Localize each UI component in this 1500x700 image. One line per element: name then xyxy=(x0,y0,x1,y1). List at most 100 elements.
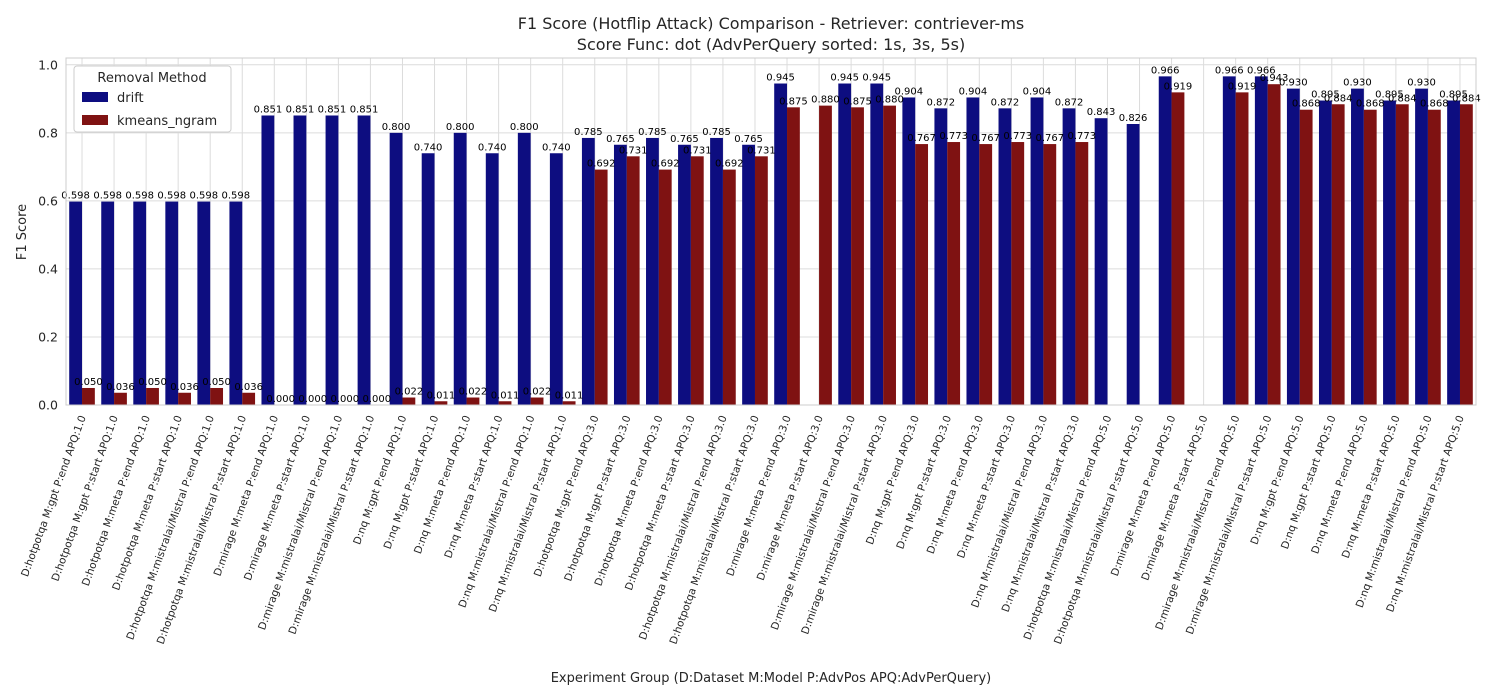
value-label-kmeans-ngram: 0.022 xyxy=(459,387,488,398)
value-label-drift: 0.740 xyxy=(542,142,571,153)
value-label-drift: 0.945 xyxy=(862,73,891,84)
bar-kmeans-ngram xyxy=(626,156,640,405)
bar-kmeans-ngram xyxy=(594,169,608,405)
bar-drift xyxy=(902,97,916,406)
value-label-kmeans-ngram: 0.050 xyxy=(202,377,231,388)
value-label-drift: 0.843 xyxy=(1087,107,1116,118)
value-label-drift: 0.765 xyxy=(670,134,699,145)
y-tick-labels: 0.0 0.2 0.4 0.6 0.8 1.0 xyxy=(38,57,58,412)
plot-frame xyxy=(65,57,1477,406)
value-label-kmeans-ngram: 0.880 xyxy=(875,95,904,106)
value-label-drift: 0.740 xyxy=(478,142,507,153)
value-label-kmeans-ngram: 0.919 xyxy=(1164,81,1193,92)
value-label-kmeans-ngram: 0.773 xyxy=(1003,131,1032,142)
value-label-kmeans-ngram: 0.036 xyxy=(170,382,199,393)
value-label-drift: 0.966 xyxy=(1151,65,1180,76)
bar-kmeans-ngram xyxy=(1427,109,1441,405)
bar-kmeans-ngram xyxy=(562,401,576,405)
bar-kmeans-ngram xyxy=(658,169,672,405)
bar-drift xyxy=(1222,76,1236,405)
value-label-kmeans-ngram: 0.692 xyxy=(715,159,744,170)
bar-kmeans-ngram xyxy=(979,144,993,405)
value-label-drift: 0.872 xyxy=(1055,97,1084,108)
bar-kmeans-ngram xyxy=(146,387,159,405)
bar-kmeans-ngram xyxy=(498,401,512,405)
bar-drift xyxy=(133,201,147,405)
bar-drift xyxy=(1062,108,1076,405)
legend-label-drift: drift xyxy=(117,91,144,106)
bar-drift xyxy=(870,83,884,405)
value-label-drift: 0.930 xyxy=(1279,78,1308,89)
bar-drift xyxy=(1415,88,1428,405)
value-label-drift: 0.904 xyxy=(894,86,923,97)
value-label-drift: 0.872 xyxy=(991,97,1020,108)
bar-drift xyxy=(69,201,83,405)
value-label-kmeans-ngram: 0.773 xyxy=(939,131,968,142)
value-label-kmeans-ngram: 0.011 xyxy=(491,390,520,401)
bar-drift xyxy=(485,153,499,405)
value-label-kmeans-ngram: 0.767 xyxy=(971,133,1000,144)
bar-kmeans-ngram xyxy=(1363,109,1377,405)
value-label-kmeans-ngram: 0.868 xyxy=(1292,99,1321,110)
bar-drift xyxy=(613,144,627,405)
bar-kmeans-ngram xyxy=(178,392,191,405)
value-label-drift: 0.800 xyxy=(446,122,475,133)
bar-kmeans-ngram xyxy=(1235,92,1249,405)
chart-title: F1 Score (Hotflip Attack) Comparison - R… xyxy=(518,14,1025,33)
value-label-drift: 0.826 xyxy=(1119,113,1148,124)
value-label-drift: 0.598 xyxy=(125,191,154,202)
bar-drift xyxy=(774,83,788,405)
value-label-drift: 0.872 xyxy=(927,97,956,108)
value-label-kmeans-ngram: 0.880 xyxy=(811,95,840,106)
legend: Removal Method drift kmeans_ngram xyxy=(73,65,232,133)
value-label-kmeans-ngram: 0.767 xyxy=(1035,133,1064,144)
value-label-drift: 0.785 xyxy=(702,127,731,138)
value-label-drift: 0.765 xyxy=(606,134,635,145)
legend-box xyxy=(73,65,232,133)
y-tick-label: 0.0 xyxy=(38,398,58,413)
value-label-kmeans-ngram: 0.943 xyxy=(1260,73,1289,84)
bar-drift xyxy=(1094,118,1108,405)
value-label-drift: 0.904 xyxy=(959,86,988,97)
bar-drift xyxy=(710,137,723,405)
value-label-kmeans-ngram: 0.767 xyxy=(907,133,936,144)
value-label-kmeans-ngram: 0.000 xyxy=(298,394,327,405)
bar-drift xyxy=(197,201,211,405)
value-label-kmeans-ngram: 0.868 xyxy=(1356,99,1385,110)
bar-kmeans-ngram xyxy=(787,107,800,405)
bar-drift xyxy=(357,115,371,405)
y-tick-label: 0.8 xyxy=(38,125,58,140)
value-label-drift: 0.765 xyxy=(734,134,763,145)
value-label-kmeans-ngram: 0.011 xyxy=(427,390,456,401)
bar-kmeans-ngram xyxy=(1459,104,1473,406)
bar-drift xyxy=(453,132,467,405)
bar-drift xyxy=(549,153,563,405)
bar-kmeans-ngram xyxy=(434,401,448,405)
value-label-drift: 0.785 xyxy=(638,127,667,138)
value-label-drift: 0.851 xyxy=(350,104,379,115)
legend-label-kmeans-ngram: kmeans_ngram xyxy=(117,114,217,129)
legend-title: Removal Method xyxy=(97,71,206,86)
bar-kmeans-ngram xyxy=(402,397,416,405)
value-label-drift: 0.895 xyxy=(1375,90,1404,101)
value-label-kmeans-ngram: 0.875 xyxy=(779,96,808,107)
value-label-kmeans-ngram: 0.731 xyxy=(683,145,712,156)
value-label-drift: 0.785 xyxy=(574,127,603,138)
value-label-drift: 0.800 xyxy=(510,122,539,133)
bar-drift xyxy=(966,97,980,406)
value-label-drift: 0.598 xyxy=(222,191,251,202)
bar-drift xyxy=(421,153,435,405)
y-tick-label: 1.0 xyxy=(38,57,58,72)
value-label-drift: 0.895 xyxy=(1439,90,1468,101)
bar-drift xyxy=(1318,100,1332,406)
bar-drift xyxy=(1447,100,1460,406)
value-label-kmeans-ngram: 0.022 xyxy=(395,387,424,398)
bar-kmeans-ngram xyxy=(114,392,127,405)
bar-drift xyxy=(101,201,115,405)
bar-drift xyxy=(998,108,1012,405)
bar-drift xyxy=(678,144,691,405)
bar-drift xyxy=(1030,97,1044,406)
bar-kmeans-ngram xyxy=(1299,109,1313,405)
value-label-kmeans-ngram: 0.884 xyxy=(1324,93,1353,104)
